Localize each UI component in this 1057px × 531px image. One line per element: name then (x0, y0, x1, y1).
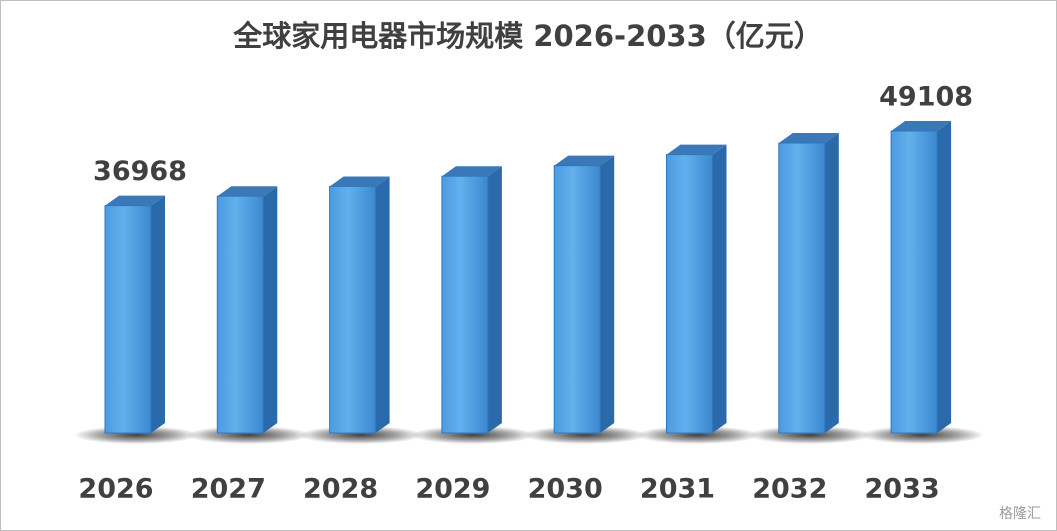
bar (216, 195, 264, 434)
x-tick-label: 2027 (191, 474, 266, 505)
x-tick-label: 2031 (640, 474, 715, 505)
bar-side (487, 166, 502, 433)
bar (778, 142, 826, 434)
bar-side (263, 186, 278, 433)
bar-side (600, 155, 615, 434)
bar-top (778, 133, 839, 144)
bar-side (824, 133, 839, 433)
bar (666, 154, 713, 434)
x-tick-label: 2026 (78, 474, 153, 505)
data-label: 36968 (93, 156, 187, 187)
bar-top (891, 121, 952, 131)
x-tick-label: 2029 (415, 474, 490, 505)
bar-top (329, 176, 390, 187)
x-tick-label: 2028 (303, 474, 378, 505)
bar (329, 185, 377, 434)
bar (553, 165, 601, 434)
bar-top (217, 186, 278, 197)
bar (441, 175, 489, 434)
bar (104, 205, 152, 434)
bar-side (151, 195, 165, 433)
bar-side (937, 121, 952, 433)
bar-side (375, 176, 390, 433)
bar-side (712, 144, 727, 433)
data-label: 49108 (879, 82, 973, 113)
chart-title: 全球家用电器市场规模 2026-2033（亿元） (232, 19, 823, 53)
bar-top (105, 195, 165, 206)
x-tick-label: 2030 (528, 474, 603, 505)
x-tick-label: 2033 (865, 474, 940, 505)
watermark: 格隆汇 (999, 506, 1041, 522)
x-tick-label: 2032 (752, 474, 827, 505)
bar-top (441, 166, 502, 177)
bar-top (554, 155, 615, 166)
bar (890, 130, 938, 434)
bar-top (666, 144, 727, 155)
